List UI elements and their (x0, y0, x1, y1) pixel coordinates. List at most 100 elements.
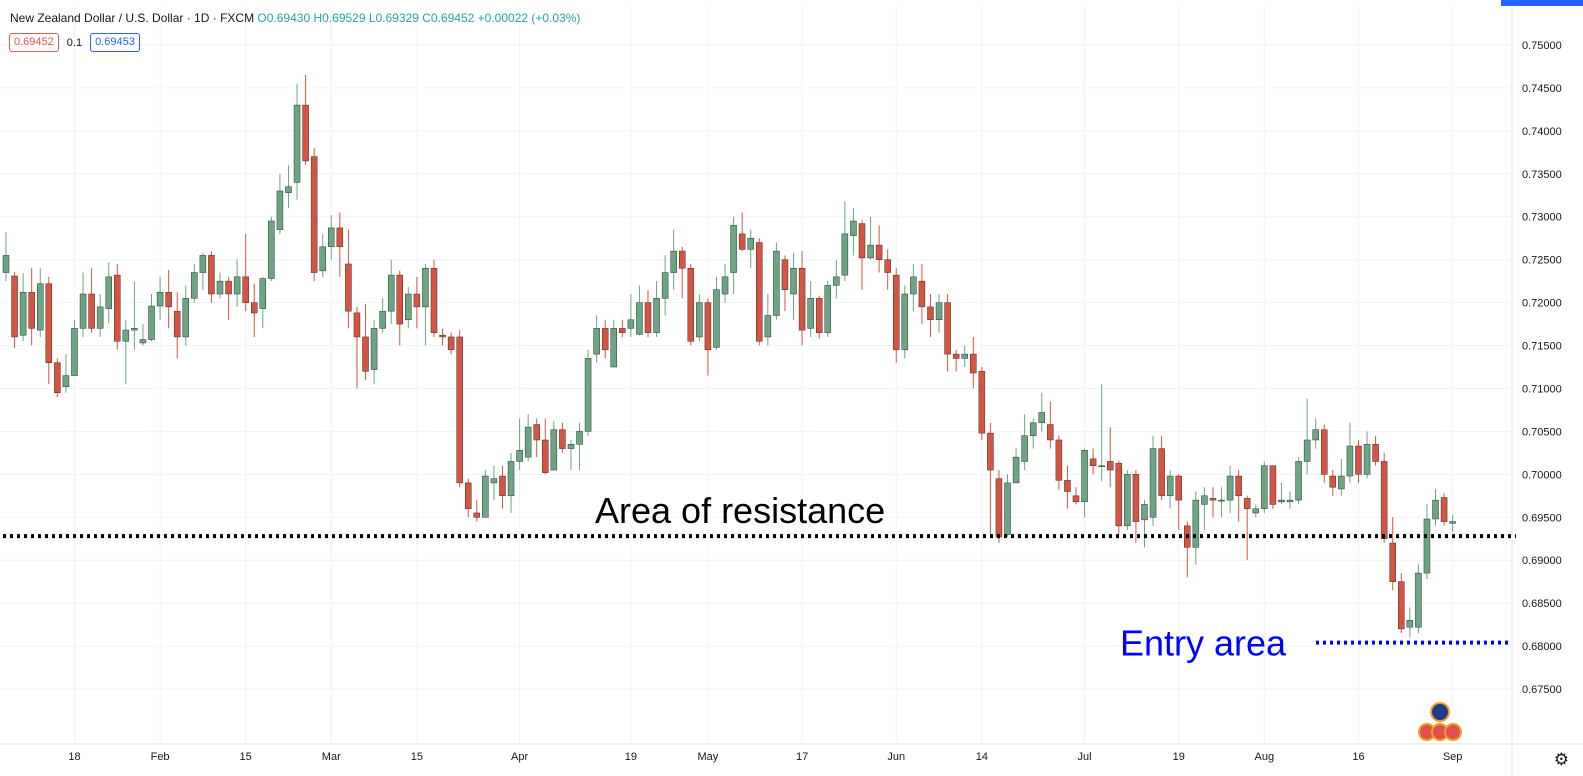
candle[interactable] (1372, 435, 1379, 466)
candle[interactable] (1115, 460, 1123, 535)
candle[interactable] (387, 259, 395, 325)
candle[interactable] (601, 319, 609, 359)
candle[interactable] (1261, 461, 1268, 513)
candle[interactable] (524, 414, 532, 462)
candle[interactable] (533, 418, 540, 458)
candle[interactable] (867, 216, 874, 260)
candle[interactable] (1184, 521, 1191, 578)
candle[interactable] (1415, 564, 1422, 634)
candle[interactable] (833, 259, 840, 299)
candle[interactable] (1338, 458, 1345, 496)
candle[interactable] (1004, 474, 1011, 538)
candle[interactable] (353, 306, 361, 389)
candle[interactable] (122, 319, 130, 385)
candle[interactable] (721, 263, 729, 303)
candle[interactable] (19, 273, 27, 342)
candle[interactable] (1398, 573, 1405, 634)
candle[interactable] (1081, 448, 1088, 518)
candle[interactable] (1346, 422, 1354, 483)
candle[interactable] (1329, 470, 1337, 496)
candle[interactable] (610, 319, 618, 368)
candle[interactable] (182, 285, 190, 346)
candle[interactable] (1047, 401, 1054, 449)
candle[interactable] (422, 263, 429, 346)
candle[interactable] (345, 229, 352, 329)
candle[interactable] (1141, 500, 1148, 548)
candle[interactable] (918, 263, 926, 325)
candle[interactable] (1320, 424, 1328, 483)
candle[interactable] (225, 276, 232, 320)
candle[interactable] (798, 251, 806, 346)
candle[interactable] (1235, 470, 1242, 522)
candle[interactable] (875, 225, 883, 273)
candle[interactable] (978, 367, 986, 440)
candle[interactable] (858, 220, 866, 290)
candle[interactable] (756, 238, 763, 346)
candle[interactable] (328, 215, 335, 260)
candle[interactable] (1363, 431, 1371, 479)
candle[interactable] (208, 251, 215, 303)
candle[interactable] (88, 268, 95, 333)
candle[interactable] (396, 270, 404, 346)
candle[interactable] (781, 255, 789, 312)
candle[interactable] (11, 271, 18, 349)
candle[interactable] (995, 470, 1003, 544)
candle[interactable] (1072, 487, 1080, 505)
candle[interactable] (542, 418, 549, 475)
candle[interactable] (892, 268, 900, 363)
candle[interactable] (584, 349, 592, 436)
candle[interactable] (704, 298, 712, 376)
candle[interactable] (1355, 439, 1362, 483)
candle[interactable] (173, 292, 181, 359)
candle[interactable] (36, 268, 44, 337)
candle[interactable] (841, 201, 849, 282)
candle[interactable] (156, 276, 164, 320)
candle[interactable] (1449, 514, 1456, 532)
candle[interactable] (1064, 465, 1071, 509)
candle[interactable] (1312, 418, 1319, 449)
candle[interactable] (490, 465, 498, 501)
candle[interactable] (310, 148, 318, 282)
candle[interactable] (815, 295, 823, 339)
buy-price-badge[interactable]: 0.69453 (90, 33, 140, 52)
candle[interactable] (131, 281, 138, 350)
candle[interactable] (687, 263, 695, 346)
candle[interactable] (1389, 517, 1396, 591)
candle[interactable] (62, 354, 70, 393)
candle[interactable] (807, 281, 814, 337)
candle[interactable] (250, 283, 258, 337)
candle[interactable] (293, 83, 301, 200)
candle[interactable] (1278, 482, 1285, 505)
candle[interactable] (713, 276, 720, 350)
candle[interactable] (747, 229, 754, 269)
candle[interactable] (901, 285, 909, 359)
candle[interactable] (738, 212, 746, 252)
candle[interactable] (430, 259, 438, 337)
candle[interactable] (473, 500, 481, 522)
candle[interactable] (71, 319, 78, 376)
candle[interactable] (1021, 414, 1028, 471)
candle[interactable] (773, 242, 780, 320)
candle[interactable] (1295, 457, 1302, 505)
candle[interactable] (2, 232, 10, 282)
candle[interactable] (447, 332, 455, 355)
candle[interactable] (653, 281, 660, 337)
candle[interactable] (439, 328, 446, 346)
candle[interactable] (379, 298, 386, 333)
candle[interactable] (405, 287, 412, 329)
candle[interactable] (1423, 504, 1431, 580)
flags-icon[interactable] (1418, 702, 1462, 741)
candle[interactable] (678, 246, 686, 299)
candle[interactable] (1201, 487, 1208, 531)
candle[interactable] (28, 268, 35, 346)
candle[interactable] (54, 358, 61, 398)
candle[interactable] (45, 276, 53, 385)
candle[interactable] (987, 422, 994, 535)
candle[interactable] (952, 349, 960, 372)
candle[interactable] (268, 216, 275, 282)
candle[interactable] (1380, 452, 1388, 544)
candle[interactable] (276, 173, 284, 234)
candle[interactable] (507, 452, 515, 513)
candle[interactable] (1124, 470, 1131, 531)
candle[interactable] (199, 252, 207, 290)
